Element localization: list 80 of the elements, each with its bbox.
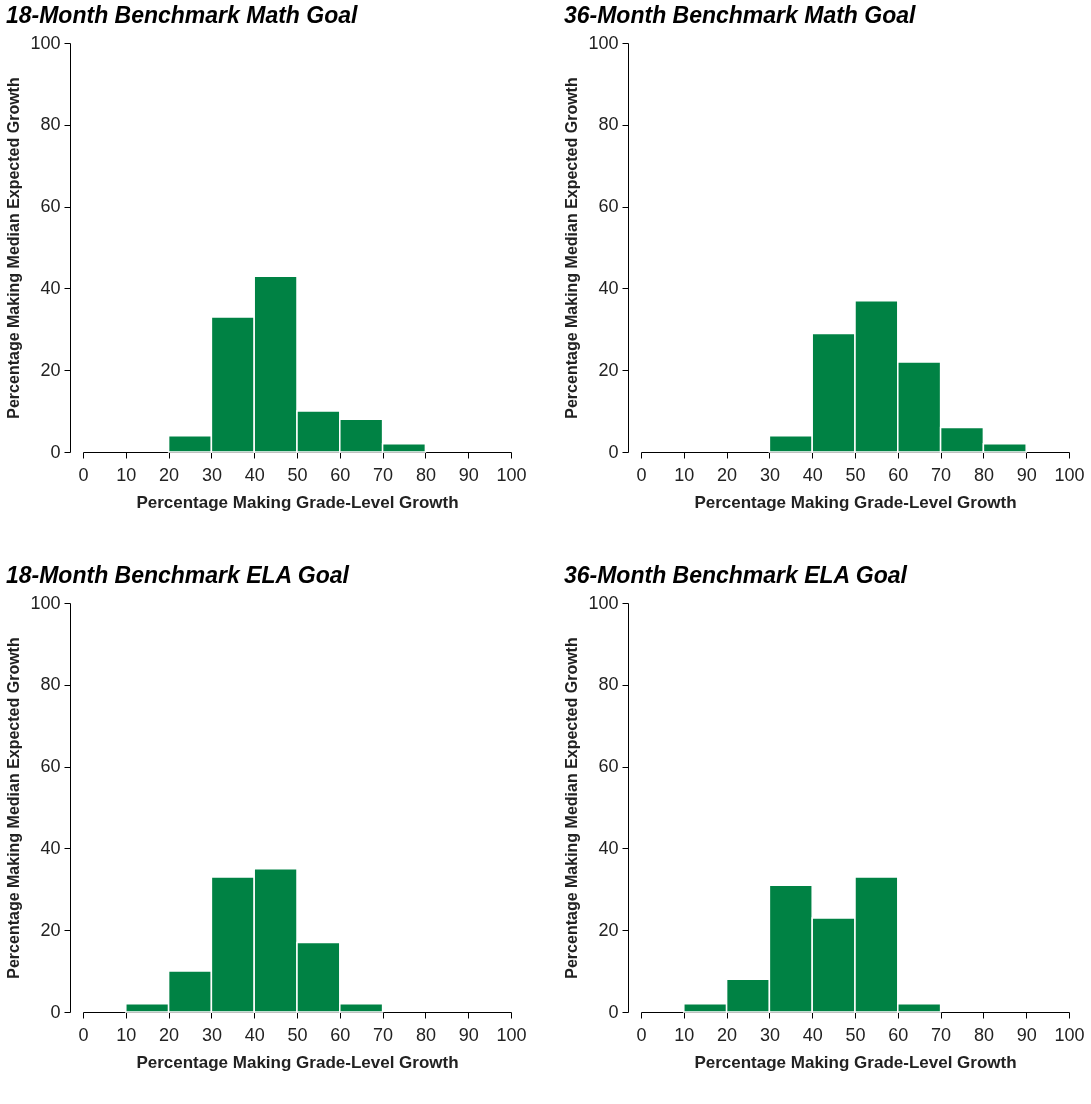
y-axis-title: Percentage Making Median Expected Growth xyxy=(5,637,23,979)
y-axis-title: Percentage Making Median Expected Growth xyxy=(563,77,581,419)
x-tick-label: 70 xyxy=(931,464,952,485)
x-tick-label: 80 xyxy=(973,1024,994,1045)
y-tick-label: 20 xyxy=(40,359,61,380)
x-tick-label: 70 xyxy=(373,1024,394,1045)
x-tick-label: 20 xyxy=(159,464,180,485)
y-tick-label: 20 xyxy=(598,359,619,380)
y-axis-title: Percentage Making Median Expected Growth xyxy=(563,637,581,979)
x-tick-label: 40 xyxy=(802,1024,823,1045)
x-tick-label: 80 xyxy=(415,1024,436,1045)
y-tick-label: 100 xyxy=(588,592,619,613)
y-tick-label: 20 xyxy=(598,919,619,940)
x-axis-title: Percentage Making Grade-Level Growth xyxy=(136,492,459,512)
x-tick-label: 10 xyxy=(674,1024,695,1045)
x-tick-label: 50 xyxy=(287,464,308,485)
x-tick-label: 70 xyxy=(931,1024,952,1045)
y-tick-label: 60 xyxy=(40,756,61,777)
x-tick-label: 80 xyxy=(415,464,436,485)
x-tick-label: 10 xyxy=(674,464,695,485)
x-tick-label: 50 xyxy=(287,1024,308,1045)
x-tick-label: 40 xyxy=(244,1024,265,1045)
y-tick-label: 80 xyxy=(598,114,619,135)
x-tick-label: 100 xyxy=(496,1024,527,1045)
chart-title: 36-Month Benchmark ELA Goal xyxy=(563,562,908,588)
y-tick-label: 80 xyxy=(40,114,61,135)
chart-title: 18-Month Benchmark ELA Goal xyxy=(5,562,350,588)
x-tick-label: 40 xyxy=(244,464,265,485)
x-tick-label: 20 xyxy=(717,1024,738,1045)
x-tick-label: 30 xyxy=(759,464,780,485)
y-tick-label: 40 xyxy=(40,277,61,298)
x-tick-label: 70 xyxy=(373,464,394,485)
x-tick-label: 0 xyxy=(78,464,89,485)
y-tick-label: 0 xyxy=(50,441,61,462)
x-tick-label: 50 xyxy=(845,464,866,485)
y-tick-label: 20 xyxy=(40,919,61,940)
x-tick-label: 30 xyxy=(201,464,222,485)
x-axis-title: Percentage Making Grade-Level Growth xyxy=(694,492,1017,512)
x-tick-label: 60 xyxy=(330,464,351,485)
x-tick-label: 0 xyxy=(636,1024,647,1045)
x-tick-label: 60 xyxy=(330,1024,351,1045)
x-tick-label: 100 xyxy=(1054,1024,1085,1045)
x-tick-label: 40 xyxy=(802,464,823,485)
x-tick-label: 20 xyxy=(717,464,738,485)
y-tick-label: 80 xyxy=(40,674,61,695)
x-tick-label: 30 xyxy=(201,1024,222,1045)
y-tick-label: 0 xyxy=(608,441,619,462)
chart-title: 36-Month Benchmark Math Goal xyxy=(563,2,917,28)
x-tick-label: 20 xyxy=(159,1024,180,1045)
x-tick-label: 100 xyxy=(496,464,527,485)
x-tick-label: 80 xyxy=(973,464,994,485)
y-tick-label: 100 xyxy=(588,32,619,53)
y-tick-label: 0 xyxy=(50,1001,61,1022)
y-tick-label: 40 xyxy=(598,277,619,298)
x-axis-title: Percentage Making Grade-Level Growth xyxy=(694,1052,1017,1072)
x-tick-label: 90 xyxy=(458,1024,479,1045)
chart-title: 18-Month Benchmark Math Goal xyxy=(5,2,359,28)
y-tick-label: 60 xyxy=(598,756,619,777)
y-tick-label: 60 xyxy=(40,196,61,217)
x-axis-title: Percentage Making Grade-Level Growth xyxy=(136,1052,459,1072)
x-tick-label: 50 xyxy=(845,1024,866,1045)
x-tick-label: 90 xyxy=(458,464,479,485)
x-tick-label: 60 xyxy=(888,464,909,485)
y-tick-label: 60 xyxy=(598,196,619,217)
y-tick-label: 80 xyxy=(598,674,619,695)
y-tick-label: 40 xyxy=(598,837,619,858)
x-tick-label: 100 xyxy=(1054,464,1085,485)
y-tick-label: 100 xyxy=(30,32,61,53)
x-tick-label: 0 xyxy=(636,464,647,485)
x-tick-label: 10 xyxy=(116,464,137,485)
x-tick-label: 0 xyxy=(78,1024,89,1045)
x-tick-label: 90 xyxy=(1016,1024,1037,1045)
x-tick-label: 90 xyxy=(1016,464,1037,485)
x-tick-label: 10 xyxy=(116,1024,137,1045)
x-tick-label: 60 xyxy=(888,1024,909,1045)
y-tick-label: 100 xyxy=(30,592,61,613)
x-tick-label: 30 xyxy=(759,1024,780,1045)
y-tick-label: 40 xyxy=(40,837,61,858)
y-axis-title: Percentage Making Median Expected Growth xyxy=(5,77,23,419)
y-tick-label: 0 xyxy=(608,1001,619,1022)
